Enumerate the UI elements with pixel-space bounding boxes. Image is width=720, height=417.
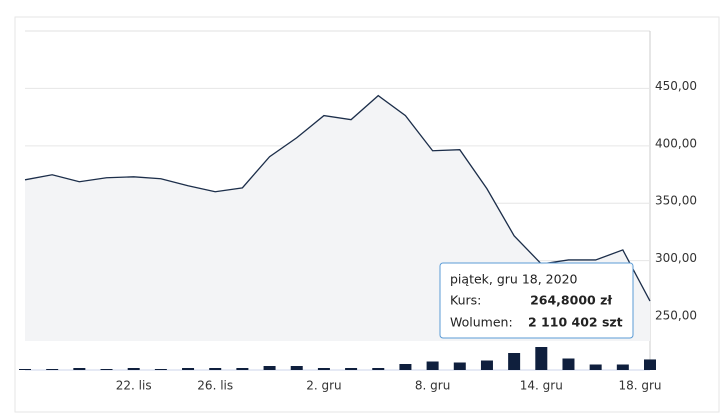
volume-bar (345, 368, 358, 370)
volume-bar (19, 369, 31, 370)
tooltip-value: 264,8000 zł (530, 293, 612, 308)
x-tick-label: 18. gru (618, 379, 661, 393)
volume-bar (236, 368, 249, 370)
x-tick-label: 14. gru (520, 379, 563, 393)
volume-bar (453, 362, 466, 370)
volume-bar (589, 364, 602, 370)
volume-bar (290, 366, 303, 370)
volume-bar (616, 364, 629, 370)
tooltip-value: 2 110 402 szt (528, 315, 623, 330)
volume-bar (209, 368, 222, 370)
volume-bar (73, 368, 86, 370)
frame (14, 16, 720, 413)
volume-bar (480, 360, 493, 370)
volume-bar (508, 353, 521, 370)
x-tick-label: 2. gru (306, 379, 341, 393)
y-tick-label: 350,00 (655, 194, 697, 208)
volume-bar (562, 358, 575, 370)
volume-bar (46, 369, 59, 370)
volume-bar (182, 368, 195, 370)
tooltip: piątek, gru 18, 2020 Kurs: 264,8000 zł Wolu… (439, 262, 634, 339)
x-tick-label: 26. lis (197, 379, 233, 393)
y-tick-label: 450,00 (655, 79, 697, 93)
x-tick-label: 22. lis (116, 379, 152, 393)
volume-bar (317, 368, 330, 370)
volume-bar (644, 359, 656, 370)
volume-bar (372, 368, 385, 370)
tooltip-box (439, 262, 634, 339)
volume-bar (127, 368, 140, 370)
volume-bar (535, 347, 548, 370)
x-tick-label: 8. gru (415, 379, 450, 393)
y-tick-label: 250,00 (655, 309, 697, 323)
volume-bar (399, 364, 412, 370)
tooltip-label: Kurs: (450, 293, 481, 308)
volume-bar (154, 369, 167, 370)
y-tick-label: 400,00 (655, 136, 697, 150)
tooltip-label: Wolumen: (450, 315, 513, 330)
volume-bar (100, 369, 113, 370)
y-tick-label: 300,00 (655, 251, 697, 265)
volume-bar (263, 366, 276, 370)
volume-bar (426, 361, 439, 370)
tooltip-title: piątek, gru 18, 2020 (450, 272, 578, 287)
